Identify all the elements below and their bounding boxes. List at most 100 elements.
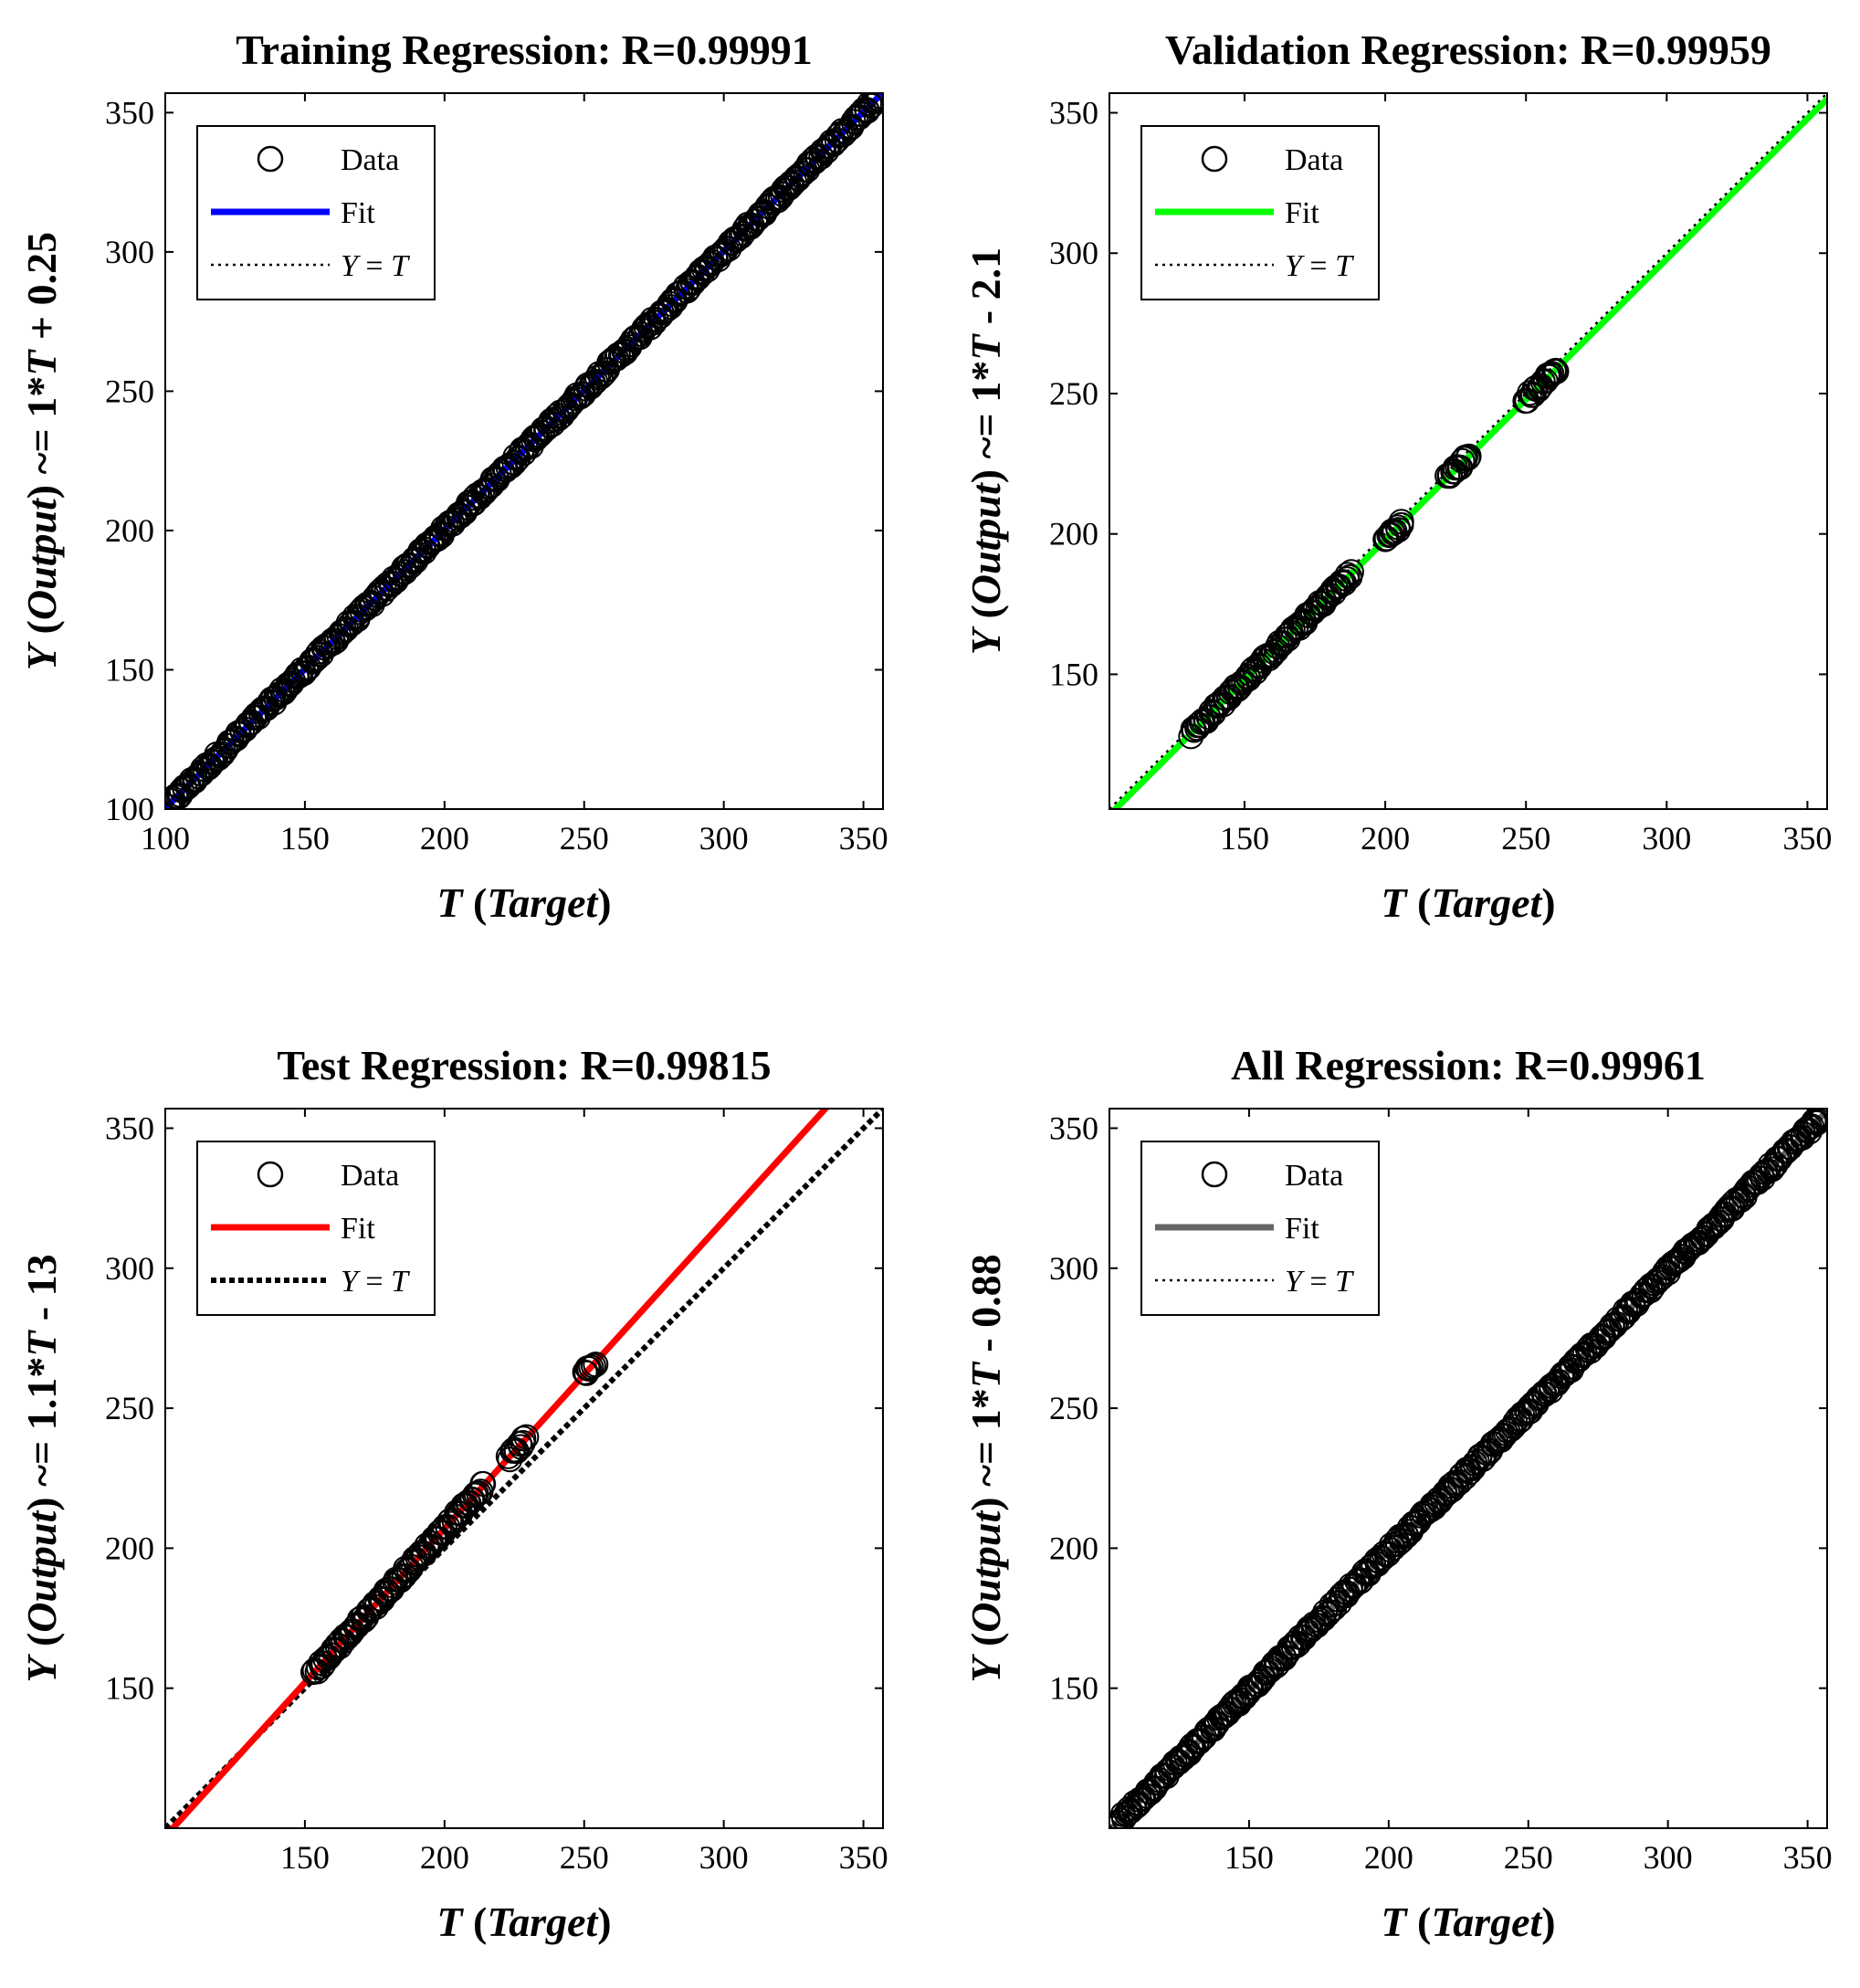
data-point xyxy=(1329,569,1356,595)
x-axis-paren-close: ) xyxy=(1541,1899,1555,1945)
legend-identity-label: Y = T xyxy=(341,249,410,283)
x-tick-label: 300 xyxy=(699,820,749,857)
y-axis-var: Y xyxy=(18,641,65,670)
y-axis-paren-open: ( xyxy=(18,620,65,645)
chart-title: All Regression: R=0.99961 xyxy=(1231,1042,1706,1089)
legend-identity-y: Y xyxy=(341,249,365,283)
data-point xyxy=(1449,447,1476,474)
data-point xyxy=(331,617,357,644)
y-axis-label: Y (Output) ~= 1*T + 0.25 xyxy=(18,232,65,670)
y-axis-name: Output xyxy=(18,1510,65,1633)
chart-title: Test Regression: R=0.99815 xyxy=(277,1042,771,1089)
axis-ticks: 100 150 200 250 300 350 100 150 200 250 300 350 xyxy=(105,93,888,857)
legend-data-marker xyxy=(1201,1161,1228,1188)
legend-data-marker xyxy=(257,1161,284,1188)
legend-identity-y: Y xyxy=(1285,1265,1309,1299)
data-point xyxy=(1455,443,1482,469)
y-tick-label: 150 xyxy=(105,651,154,688)
y-tick-label: 250 xyxy=(1049,375,1098,412)
x-tick-label: 200 xyxy=(1361,820,1410,857)
x-tick-label: 250 xyxy=(1504,1839,1553,1876)
data-point xyxy=(1388,509,1414,535)
x-tick-label: 250 xyxy=(560,820,609,857)
x-axis-var: T xyxy=(436,1899,464,1945)
x-axis-name: Target xyxy=(487,879,598,926)
data-point xyxy=(1352,1558,1379,1584)
x-axis-paren-open: ( xyxy=(462,1899,487,1945)
y-axis-fit-const: - 13 xyxy=(18,1254,65,1331)
x-axis-paren-open: ( xyxy=(1406,1899,1431,1945)
data-point xyxy=(1810,1109,1827,1131)
legend-identity-label: Y = T xyxy=(1285,1265,1354,1299)
y-tick-label: 350 xyxy=(1049,95,1098,131)
y-tick-label: 250 xyxy=(1049,1390,1098,1426)
data-point xyxy=(583,1352,609,1378)
y-tick-label: 150 xyxy=(1049,1670,1098,1707)
x-tick-label: 250 xyxy=(1501,820,1550,857)
data-point xyxy=(702,245,729,271)
y-tick-label: 300 xyxy=(1049,1250,1098,1287)
axes-box xyxy=(164,1108,884,1829)
x-axis-paren-close: ) xyxy=(597,1899,611,1945)
legend: Data Fit Y = T xyxy=(1140,1141,1380,1316)
x-axis-var: T xyxy=(436,879,464,926)
data-point xyxy=(1543,358,1570,384)
y-axis-label: Y (Output) ~= 1.1*T - 13 xyxy=(18,1254,65,1682)
y-axis-fit-const: - 0.88 xyxy=(962,1254,1009,1362)
plot-content xyxy=(165,93,883,809)
x-axis-label: T (Target) xyxy=(436,879,611,926)
y-axis-fit-var: T xyxy=(18,1330,65,1357)
legend-identity-eq: = xyxy=(365,1265,391,1299)
y-axis-label: Y (Output) ~= 1*T - 2.1 xyxy=(962,247,1009,655)
legend-identity-eq: = xyxy=(1309,1265,1335,1299)
x-tick-label: 150 xyxy=(280,820,330,857)
y-axis-fit-eq: ) ~= 1* xyxy=(18,376,65,499)
axis-ticks: 150 200 250 300 350 150 200 250 300 350 xyxy=(105,1109,888,1876)
y-axis-name: Output xyxy=(962,482,1009,605)
charts-root: Training Regression: R=0.99991 100 150 200 2… xyxy=(18,26,1833,1945)
x-tick-label: 150 xyxy=(1224,1839,1274,1876)
legend-fit-label: Fit xyxy=(1285,1212,1319,1246)
x-tick-label: 350 xyxy=(839,1839,888,1876)
data-point xyxy=(580,1352,606,1379)
legend-identity-eq: = xyxy=(365,249,391,283)
data-point xyxy=(470,1471,497,1497)
x-axis-paren-open: ( xyxy=(462,879,487,926)
data-point xyxy=(1334,562,1361,588)
data-point xyxy=(364,1590,391,1616)
legend: Data Fit Y = T xyxy=(1140,125,1380,300)
y-tick-label: 200 xyxy=(105,1530,154,1566)
x-tick-label: 300 xyxy=(1642,820,1691,857)
data-point xyxy=(867,93,883,110)
legend-data-label: Data xyxy=(341,143,399,177)
legend-data-label: Data xyxy=(341,1159,399,1193)
y-tick-label: 200 xyxy=(1049,516,1098,552)
y-axis-fit-const: - 2.1 xyxy=(962,247,1009,335)
legend-identity-t: T xyxy=(1335,1265,1354,1299)
chart-title: Training Regression: R=0.99991 xyxy=(236,26,812,73)
legend-identity-t: T xyxy=(391,1265,410,1299)
data-points xyxy=(165,93,883,809)
data-point xyxy=(1803,1110,1827,1136)
chart-training: Training Regression: R=0.99991 100 150 200 2… xyxy=(18,26,888,926)
x-tick-label: 350 xyxy=(839,820,888,857)
legend-fit-label: Fit xyxy=(341,1212,375,1246)
chart-title: Validation Regression: R=0.99959 xyxy=(1165,26,1771,73)
legend-identity-y: Y xyxy=(341,1265,365,1299)
chart-all: All Regression: R=0.99961 150 200 250 300 350… xyxy=(962,1042,1833,1945)
y-tick-label: 350 xyxy=(105,94,154,131)
x-tick-label: 200 xyxy=(420,820,469,857)
y-tick-label: 350 xyxy=(105,1110,154,1146)
y-axis-fit-eq: ) ~= 1* xyxy=(962,361,1009,483)
data-point xyxy=(510,1425,537,1452)
data-point xyxy=(1539,361,1565,387)
x-axis-paren-close: ) xyxy=(1541,879,1555,926)
legend-identity-label: Y = T xyxy=(1285,249,1354,283)
x-axis-label: T (Target) xyxy=(1381,879,1555,926)
data-point xyxy=(830,121,856,148)
y-tick-label: 300 xyxy=(1049,235,1098,271)
y-axis-paren-open: ( xyxy=(962,1633,1009,1657)
x-tick-label: 350 xyxy=(1783,1839,1833,1876)
y-axis-fit-var: T xyxy=(962,333,1009,361)
data-point xyxy=(860,93,883,115)
